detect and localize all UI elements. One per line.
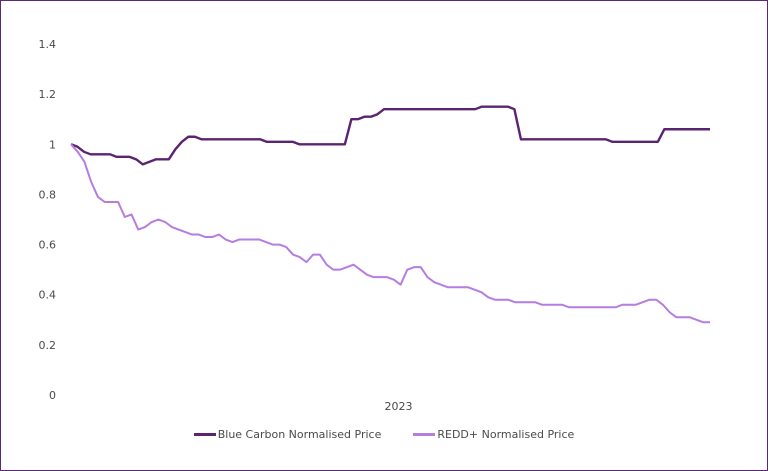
y-tick-label: 1 <box>49 138 56 151</box>
y-tick-label: 1.2 <box>39 88 57 101</box>
legend-label: Blue Carbon Normalised Price <box>217 428 382 441</box>
y-tick-label: 0 <box>49 389 56 402</box>
x-axis-ticks: 2023 <box>385 400 413 413</box>
legend-item: Blue Carbon Normalised Price <box>193 428 382 441</box>
legend-label: REDD+ Normalised Price <box>437 428 575 441</box>
y-tick-label: 0.4 <box>39 289 57 302</box>
y-axis-ticks: 0 0.2 0.4 0.6 0.8 1 1.2 1.4 <box>39 38 57 402</box>
y-tick-label: 0.2 <box>39 339 57 352</box>
series-layer <box>70 105 710 324</box>
y-tick-label: 1.4 <box>39 38 57 51</box>
series-line-redd <box>70 143 710 324</box>
series-line-blue-carbon <box>70 105 710 166</box>
legend: Blue Carbon Normalised Price REDD+ Normal… <box>0 428 768 441</box>
legend-swatch <box>193 433 216 436</box>
legend-item: REDD+ Normalised Price <box>413 428 574 441</box>
y-tick-label: 0.6 <box>39 239 57 252</box>
y-tick-label: 0.8 <box>39 188 57 201</box>
legend-swatch <box>413 433 436 436</box>
x-tick-label: 2023 <box>385 400 413 413</box>
